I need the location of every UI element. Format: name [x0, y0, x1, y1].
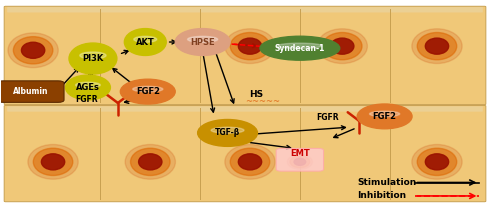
Text: FGFR: FGFR [316, 113, 339, 122]
Ellipse shape [42, 154, 64, 170]
FancyBboxPatch shape [4, 105, 486, 202]
Text: FGFR: FGFR [76, 95, 98, 104]
Ellipse shape [417, 148, 457, 176]
Ellipse shape [230, 32, 270, 60]
Ellipse shape [66, 75, 110, 100]
Ellipse shape [134, 36, 157, 42]
FancyBboxPatch shape [0, 81, 64, 102]
Ellipse shape [225, 145, 275, 179]
Ellipse shape [138, 154, 162, 170]
Ellipse shape [130, 148, 170, 176]
Text: Inhibition: Inhibition [357, 191, 406, 201]
Ellipse shape [120, 79, 175, 104]
Ellipse shape [426, 154, 448, 170]
Text: Stimulation: Stimulation [357, 178, 416, 187]
Ellipse shape [294, 158, 306, 165]
Ellipse shape [198, 119, 258, 146]
Ellipse shape [175, 28, 230, 56]
Ellipse shape [80, 52, 106, 59]
Ellipse shape [69, 43, 117, 74]
FancyBboxPatch shape [7, 7, 483, 12]
Ellipse shape [417, 32, 457, 60]
Text: Syndecan-1: Syndecan-1 [274, 44, 325, 53]
Ellipse shape [238, 154, 262, 170]
Ellipse shape [412, 29, 462, 63]
FancyBboxPatch shape [7, 106, 483, 112]
Ellipse shape [288, 154, 312, 169]
Ellipse shape [238, 38, 262, 54]
Text: ~~~~~: ~~~~~ [245, 97, 280, 106]
Ellipse shape [14, 37, 53, 64]
Text: TGF-β: TGF-β [215, 128, 240, 137]
Ellipse shape [211, 127, 244, 133]
Text: AKT: AKT [136, 37, 154, 47]
Ellipse shape [125, 145, 176, 179]
Text: AGEs: AGEs [76, 83, 100, 92]
FancyBboxPatch shape [4, 6, 486, 105]
Text: EMT: EMT [290, 150, 310, 158]
Ellipse shape [278, 43, 322, 48]
Ellipse shape [260, 36, 340, 60]
Ellipse shape [124, 28, 166, 56]
Ellipse shape [370, 111, 400, 117]
Ellipse shape [330, 38, 354, 54]
Ellipse shape [317, 29, 368, 63]
FancyBboxPatch shape [276, 149, 324, 171]
Ellipse shape [22, 42, 45, 58]
Ellipse shape [357, 104, 412, 129]
Text: PI3K: PI3K [82, 54, 103, 63]
Ellipse shape [225, 29, 275, 63]
Ellipse shape [8, 33, 58, 68]
Text: FGF2: FGF2 [372, 112, 396, 121]
Ellipse shape [132, 86, 163, 92]
Ellipse shape [230, 148, 270, 176]
Ellipse shape [34, 148, 73, 176]
Ellipse shape [426, 38, 448, 54]
Text: HPSE: HPSE [190, 37, 215, 47]
Ellipse shape [28, 145, 78, 179]
Ellipse shape [188, 36, 218, 42]
Text: FGF2: FGF2 [136, 87, 160, 96]
Text: HS: HS [249, 90, 263, 99]
Ellipse shape [322, 32, 362, 60]
Ellipse shape [412, 145, 462, 179]
Text: Albumin: Albumin [13, 87, 49, 96]
Ellipse shape [76, 82, 100, 88]
Ellipse shape [290, 156, 310, 168]
